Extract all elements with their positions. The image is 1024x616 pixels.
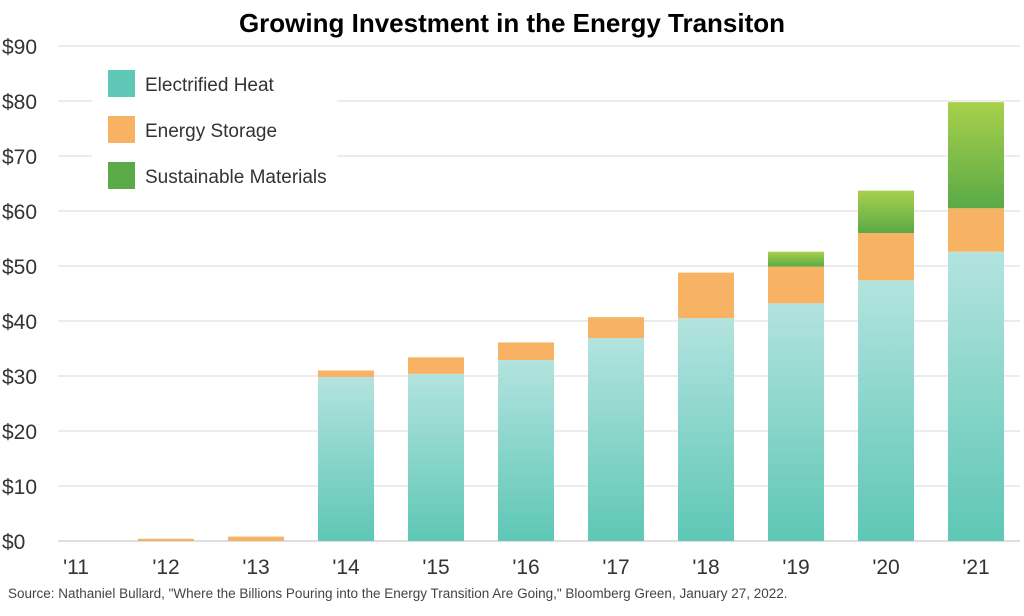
x-tick-label: '19 <box>782 556 809 579</box>
x-tick-label: '16 <box>512 556 539 579</box>
y-tick-label: $40 <box>2 311 37 334</box>
legend-swatch <box>108 116 135 143</box>
bar-electrified-heat <box>498 360 554 541</box>
bars <box>138 102 1004 541</box>
x-tick-label: '12 <box>152 556 179 579</box>
bar-energy-storage <box>768 266 824 304</box>
bar-electrified-heat <box>588 338 644 541</box>
y-tick-label: $60 <box>2 201 37 224</box>
bar-electrified-heat <box>768 303 824 541</box>
bar-energy-storage <box>858 233 914 281</box>
bar-sustainable-materials <box>858 190 914 233</box>
y-tick-label: $30 <box>2 366 37 389</box>
bar-sustainable-materials <box>768 251 824 267</box>
bar-energy-storage <box>498 342 554 361</box>
chart-title: Growing Investment in the Energy Transit… <box>238 8 786 38</box>
y-tick-label: $90 <box>2 36 37 59</box>
x-tick-label: '20 <box>872 556 899 579</box>
y-tick-label: $20 <box>2 421 37 444</box>
x-tick-label: '17 <box>602 556 629 579</box>
bar-energy-storage <box>678 272 734 319</box>
bar-electrified-heat <box>948 251 1004 541</box>
y-tick-label: $80 <box>2 91 37 114</box>
x-tick-label: '21 <box>962 556 989 579</box>
bar-electrified-heat <box>318 377 374 541</box>
y-tick-label: $70 <box>2 146 37 169</box>
source-note: Source: Nathaniel Bullard, "Where the Bi… <box>8 586 788 601</box>
x-tick-label: '15 <box>422 556 449 579</box>
legend-swatch <box>108 70 135 97</box>
x-axis: '11 '12 '13 '14 '15 '16 '17 '18 '19 '20 '21 <box>63 556 990 579</box>
y-tick-label: $10 <box>2 476 37 499</box>
bar-energy-storage <box>588 317 644 339</box>
legend-label: Electrified Heat <box>145 75 275 96</box>
legend-swatch <box>108 162 135 189</box>
y-tick-label: $50 <box>2 256 37 279</box>
bar-electrified-heat <box>678 318 734 541</box>
bar-energy-storage <box>948 208 1004 252</box>
x-tick-label: '18 <box>692 556 719 579</box>
bar-sustainable-materials <box>948 102 1004 209</box>
bar-energy-storage <box>228 536 284 541</box>
y-tick-label: $0 <box>2 531 25 554</box>
bar-energy-storage <box>138 538 194 541</box>
x-tick-label: '11 <box>63 556 89 579</box>
x-tick-label: '14 <box>332 556 360 579</box>
x-tick-label: '13 <box>242 556 269 579</box>
y-axis: $0 $10 $20 $30 $40 $50 $60 $70 $80 $90 <box>2 36 37 554</box>
bar-electrified-heat <box>858 280 914 541</box>
bar-energy-storage <box>318 370 374 378</box>
legend-label: Energy Storage <box>145 121 277 142</box>
bar-electrified-heat <box>408 373 464 541</box>
legend: Electrified Heat Energy Storage Sustainabl… <box>92 58 337 206</box>
legend-label: Sustainable Materials <box>145 167 327 188</box>
bar-energy-storage <box>408 357 464 374</box>
